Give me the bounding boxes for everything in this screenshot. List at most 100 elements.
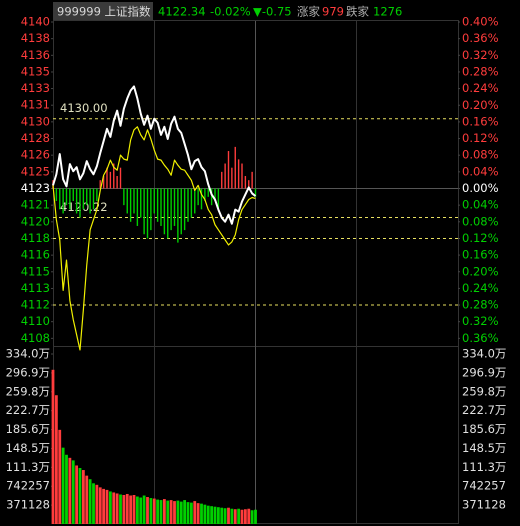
- volume-bar: [230, 508, 234, 524]
- volume-bar: [186, 502, 190, 524]
- y-tick-label: 4120: [21, 214, 50, 228]
- volume-bar: [58, 429, 62, 524]
- volume-tick-label: 148.5万: [6, 441, 50, 455]
- volume-bar: [102, 488, 106, 524]
- breadth-bar: [109, 171, 112, 189]
- volume-bar: [92, 483, 95, 524]
- y-tick-label: 4133: [21, 81, 50, 95]
- volume-bar: [196, 503, 200, 524]
- volume-bar: [179, 501, 183, 524]
- volume-bar: [135, 496, 139, 524]
- volume-bar: [85, 475, 89, 524]
- volume-bar: [152, 498, 156, 524]
- volume-bar: [216, 507, 220, 524]
- y-tick-label: 4140: [21, 15, 50, 29]
- volume-tick-label: 334.0万: [462, 347, 506, 361]
- breadth-bar: [248, 180, 250, 189]
- breadth-bar: [160, 188, 162, 226]
- breadth-bar: [204, 188, 206, 201]
- volume-bar: [54, 395, 58, 524]
- volume-bar: [129, 495, 133, 524]
- breadth-bar: [210, 188, 213, 206]
- volume-bar: [247, 508, 251, 524]
- volume-tick-label: 111.3万: [462, 460, 506, 474]
- y-tick-label: 4112: [21, 298, 50, 312]
- volume-bar: [250, 510, 254, 524]
- breadth-bar: [221, 171, 223, 189]
- breadth-bar: [69, 188, 71, 210]
- volume-tick-label: 259.8万: [6, 384, 50, 398]
- volume-tick-label: 296.9万: [462, 365, 506, 379]
- volume-bar: [176, 500, 180, 524]
- breadth-bar: [214, 188, 216, 201]
- change: ▼-0.75: [253, 5, 292, 19]
- breadth-bar: [241, 163, 243, 189]
- volume-tick-label: 334.0万: [6, 347, 50, 361]
- breadth-bar: [217, 188, 220, 210]
- y2-tick-label: 0.28%: [462, 298, 499, 312]
- y-tick-label: 4123: [21, 181, 50, 195]
- volume-bar: [156, 499, 160, 524]
- breadth-bar: [59, 188, 61, 210]
- breadth-bar: [194, 188, 196, 214]
- y2-tick-label: 0.04%: [462, 198, 499, 212]
- y2-tick-label: 0.36%: [462, 331, 499, 345]
- volume-bar: [51, 369, 55, 524]
- y2-tick-label: 0.08%: [462, 148, 499, 162]
- volume-tick-label: 222.7万: [6, 403, 50, 417]
- down-count: 1276: [373, 5, 402, 19]
- volume-bar: [122, 494, 126, 524]
- volume-bar: [213, 506, 217, 524]
- volume-bar: [105, 489, 109, 524]
- breadth-bar: [99, 180, 101, 189]
- breadth-bar: [183, 188, 186, 231]
- volume-bar: [240, 509, 244, 524]
- volume-bar: [233, 509, 237, 524]
- y-tick-label: 4121: [21, 198, 50, 212]
- breadth-bar: [113, 163, 115, 189]
- up-count: 979: [322, 5, 344, 19]
- volume-bar: [112, 492, 116, 524]
- y2-tick-label: 0.32%: [462, 48, 499, 62]
- breadth-bar: [55, 188, 58, 201]
- volume-bar: [142, 495, 146, 524]
- volume-bar: [125, 493, 129, 524]
- volume-bar: [78, 468, 82, 524]
- volume-tick-label: 148.5万: [462, 441, 506, 455]
- y-tick-label: 4113: [21, 281, 50, 295]
- volume-bar: [95, 484, 99, 524]
- y-tick-label: 4116: [21, 248, 50, 262]
- y-tick-label: 4126: [21, 148, 50, 162]
- volume-bar: [65, 454, 68, 524]
- y-tick-label: 4128: [21, 131, 50, 145]
- volume-bar: [162, 499, 166, 524]
- breadth-bar: [227, 151, 230, 189]
- volume-tick-label: 222.7万: [462, 403, 506, 417]
- breadth-bar: [153, 188, 155, 214]
- volume-bar: [88, 479, 92, 524]
- y2-tick-label: 0.28%: [462, 64, 499, 78]
- breadth-bar: [180, 188, 182, 235]
- breadth-bar: [82, 188, 85, 210]
- y2-tick-label: 0.40%: [462, 15, 499, 29]
- volume-bar: [61, 447, 65, 524]
- volume-bar: [193, 501, 197, 524]
- y-tick-label: 4131: [21, 98, 50, 112]
- y2-tick-label: 0.32%: [462, 314, 499, 328]
- breadth-bar: [187, 188, 189, 222]
- breadth-bar: [89, 188, 91, 214]
- breadth-bar: [251, 171, 253, 189]
- y2-tick-label: 0.04%: [462, 164, 499, 178]
- volume-bar: [173, 501, 176, 524]
- volume-bar: [243, 509, 247, 524]
- volume-bar: [146, 497, 149, 524]
- y2-tick-label: 0.00%: [462, 181, 499, 195]
- breadth-bar: [200, 188, 203, 210]
- last-price: 4122.34: [158, 5, 206, 19]
- y2-tick-label: 0.08%: [462, 214, 499, 228]
- breadth-bar: [62, 188, 64, 214]
- volume-bar: [119, 494, 122, 524]
- breadth-bar: [123, 188, 125, 206]
